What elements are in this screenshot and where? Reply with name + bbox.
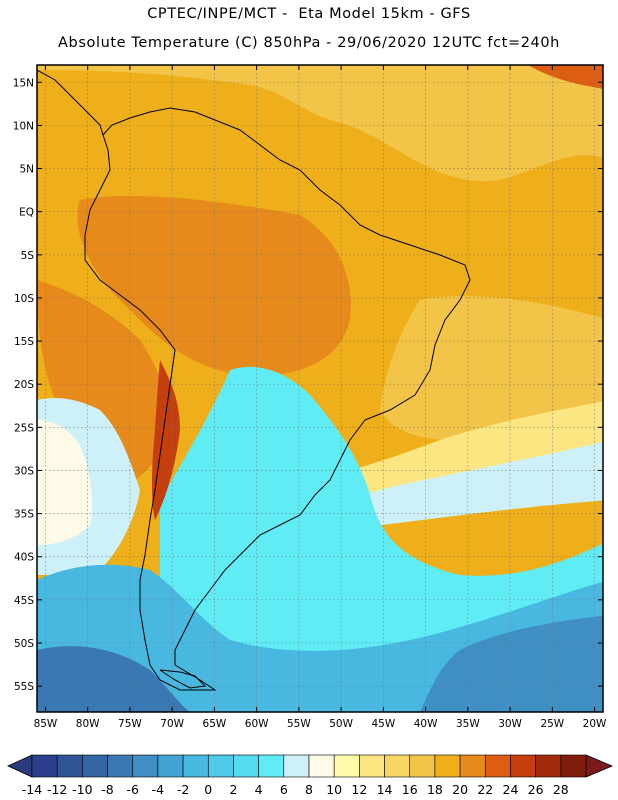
lon-tick-label: 20W: [583, 718, 607, 730]
colorbar-label: 16: [402, 782, 418, 797]
colorbar-box: [510, 754, 536, 778]
lon-tick-label: 60W: [245, 718, 269, 730]
colorbar-box: [560, 754, 587, 778]
lat-tick-label: 5S: [21, 250, 35, 262]
lon-tick-label: 25W: [540, 718, 564, 730]
colorbar-label: 28: [553, 782, 569, 797]
colorbar-label: 12: [351, 782, 367, 797]
colorbar-label: -10: [72, 782, 92, 797]
colorbar-label: 18: [427, 782, 443, 797]
lon-tick-label: 85W: [34, 718, 58, 730]
southeast-cold-pool: [420, 615, 603, 712]
map-frame: [36, 64, 604, 713]
colorbar-box: [333, 754, 360, 778]
colorbar-box: [359, 754, 385, 778]
lat-tick-label: 55S: [14, 681, 34, 693]
continent-outlines: [37, 69, 471, 691]
colorbar-box: [459, 754, 486, 778]
colorbar-label: 10: [326, 782, 342, 797]
colorbar: -14 -12 -10 -8 -6 -4 -2 0 2 4 6 8 10 12 14 16 18 20 22 24 26…: [7, 754, 614, 797]
andes-warm-spine: [151, 360, 180, 520]
lat-tick-label: 30S: [14, 465, 34, 477]
colorbar-box: [207, 754, 234, 778]
south-america-coastline: [84, 107, 471, 691]
colorbar-label: 6: [280, 782, 288, 797]
colorbar-box: [484, 754, 511, 778]
northern-lighter-band: [37, 65, 603, 182]
atlantic-warm-band: [380, 296, 603, 440]
colorbar-label: 26: [528, 782, 544, 797]
lat-tick-label: 40S: [14, 552, 34, 564]
lon-tick-label: 45W: [371, 718, 395, 730]
colorbar-label: 8: [305, 782, 313, 797]
colorbar-box: [283, 754, 310, 778]
central-america-outline: [37, 69, 104, 136]
colorbar-label: -8: [101, 782, 114, 797]
lat-tick-label: 50S: [14, 638, 34, 650]
lat-tick-label: 45S: [14, 595, 34, 607]
colorbar-box: [535, 754, 562, 778]
colorbar-label: -2: [177, 782, 189, 797]
colorbar-label: 22: [477, 782, 493, 797]
colorbar-label: -4: [152, 782, 165, 797]
lat-tick-label: 15N: [13, 77, 34, 89]
temperature-field: [37, 65, 603, 712]
lon-tick-label: 75W: [118, 718, 142, 730]
colorbar-box: [56, 754, 83, 778]
colorbar-box: [258, 754, 285, 778]
lon-tick-label: 70W: [160, 718, 184, 730]
colorbar-box: [82, 754, 108, 778]
colorbar-box: [182, 754, 209, 778]
colorbar-label: 2: [229, 782, 237, 797]
lon-tick-label: 80W: [76, 718, 100, 730]
longitude-axis: 85W 80W 75W 70W 65W 60W 55W 50W 45W 40W 35W 30W 25W 2…: [34, 65, 607, 730]
lon-tick-label: 40W: [414, 718, 438, 730]
lat-tick-label: 20S: [14, 379, 34, 391]
colorbar-box: [434, 754, 461, 778]
lat-tick-label: 5N: [19, 164, 34, 176]
lat-tick-label: 10N: [13, 120, 34, 132]
title-line-1: CPTEC/INPE/MCT - Eta Model 15km - GFS: [147, 6, 471, 22]
colorbar-box: [132, 754, 159, 778]
colorbar-box: [233, 754, 259, 778]
colorbar-label: -14: [22, 782, 42, 797]
colorbar-label: -12: [47, 782, 67, 797]
lon-tick-label: 55W: [287, 718, 311, 730]
lat-tick-label: 15S: [14, 336, 34, 348]
colorbar-box: [31, 754, 58, 778]
southwest-cold-pool: [37, 646, 190, 712]
lat-tick-label: EQ: [19, 207, 34, 219]
colorbar-box: [107, 754, 134, 778]
colorbar-under-triangle: [7, 754, 33, 778]
lat-tick-label: 25S: [14, 422, 34, 434]
colorbar-label: 24: [503, 782, 519, 797]
colorbar-label: -6: [126, 782, 139, 797]
pacific-warm-lobe: [37, 280, 170, 480]
colorbar-label: 20: [452, 782, 468, 797]
colorbar-box: [157, 754, 184, 778]
lat-tick-label: 10S: [14, 293, 34, 305]
caribbean-warm-corner: [528, 65, 603, 89]
colorbar-box: [409, 754, 436, 778]
cold-front-band: [330, 441, 603, 530]
title-line-2: Absolute Temperature (C) 850hPa - 29/06/…: [58, 35, 560, 51]
lat-tick-label: 35S: [14, 509, 34, 521]
lon-tick-label: 50W: [329, 718, 353, 730]
colorbar-label: 0: [204, 782, 212, 797]
latitude-axis: 15N 10N 5N EQ 5S 10S 15S 20S 25S 30S 35S 40S 45S 50S 5…: [13, 77, 603, 693]
colorbar-over-triangle: [585, 754, 614, 778]
colorbar-label: 14: [377, 782, 393, 797]
colorbar-box: [308, 754, 335, 778]
lon-tick-label: 30W: [498, 718, 522, 730]
lon-tick-label: 65W: [203, 718, 227, 730]
colorbar-box: [384, 754, 411, 778]
southern-tip-islands: [159, 669, 207, 689]
lon-tick-label: 35W: [456, 718, 480, 730]
colorbar-label: 4: [255, 782, 263, 797]
